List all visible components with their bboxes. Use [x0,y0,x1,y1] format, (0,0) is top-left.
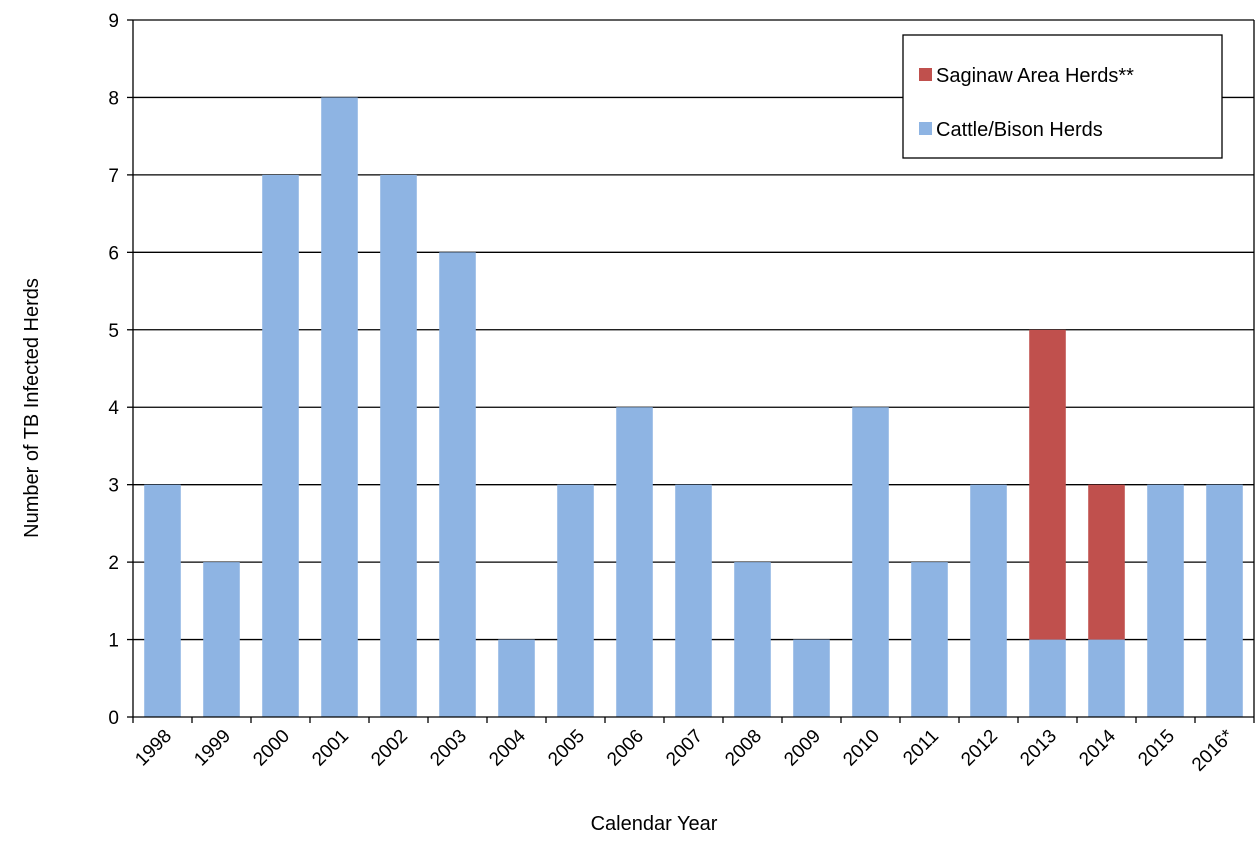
bar-cattle-bison-herds-2006 [616,407,653,717]
bar-cattle-bison-herds-2002 [380,174,417,717]
bar-cattle-bison-herds-2011 [911,562,948,717]
y-axis-title: Number of TB Infected Herds [21,278,43,538]
x-tick-label: 2012 [957,726,1002,771]
y-tick-label: 7 [108,166,119,187]
x-tick-label: 2010 [839,726,884,771]
y-tick-label: 0 [108,708,119,729]
bar-cattle-bison-herds-2009 [793,639,830,717]
x-tick-label: 2009 [780,726,825,771]
legend-box [902,34,1223,159]
bar-cattle-bison-herds-2013 [1029,639,1066,717]
bar-cattle-bison-herds-2015 [1147,484,1184,717]
x-tick-label: 2003 [426,726,471,771]
bar-cattle-bison-herds-2012 [970,484,1007,717]
axes [132,20,1255,718]
bar-cattle-bison-herds-1999 [203,562,240,717]
bar-cattle-bison-herds-1998 [144,484,181,717]
x-axis-ticks: 1998 1999 2000 2001 2002 2003 2004 2005 2006 2007… [131,717,1255,776]
y-tick-label: 2 [108,553,119,574]
bar-cattle-bison-herds-2007 [675,484,712,717]
x-tick-label: 2006 [603,726,648,771]
x-tick-label: 2008 [721,726,766,771]
x-tick-label: 2000 [249,726,294,771]
legend-swatch [919,68,932,81]
bar-cattle-bison-herds-2003 [439,252,476,718]
x-tick-label: 2005 [544,726,589,771]
bar-cattle-bison-herds-2014 [1088,639,1125,717]
y-tick-label: 4 [108,398,119,419]
bar-saginaw-area-herds-2014 [1088,484,1125,640]
bar-cattle-bison-herds-2008 [734,562,771,717]
y-tick-label: 6 [108,243,119,264]
bars [144,97,1243,718]
x-tick-label: 2007 [662,726,707,771]
bar-cattle-bison-herds-2016 [1206,484,1243,717]
x-tick-label: 2001 [308,726,353,771]
legend-label: Saginaw Area Herds** [936,65,1134,87]
x-tick-label: 2016* [1188,725,1238,775]
y-tick-label: 5 [108,321,119,342]
x-tick-label: 2013 [1016,726,1061,771]
bar-cattle-bison-herds-2005 [557,484,594,717]
x-tick-label: 2011 [899,726,943,770]
x-tick-label: 2004 [485,725,530,770]
legend: Saginaw Area Herds** Cattle/Bison Herds [902,34,1223,159]
x-tick-label: 2002 [367,726,412,771]
bar-cattle-bison-herds-2000 [262,174,299,717]
x-tick-label: 2014 [1075,725,1120,770]
gridlines [133,19,1254,641]
x-tick-label: 1999 [190,726,235,771]
y-axis-ticks: 0 1 2 3 4 5 6 7 8 9 [108,11,133,729]
bar-saginaw-area-herds-2013 [1029,329,1066,640]
y-tick-label: 9 [108,11,119,32]
y-tick-label: 1 [108,631,119,652]
x-tick-label: 1998 [131,726,176,771]
y-tick-label: 8 [108,88,119,109]
bar-cattle-bison-herds-2001 [321,97,358,717]
x-tick-label: 2015 [1134,726,1179,771]
x-axis-title: Calendar Year [591,813,718,835]
y-tick-label: 3 [108,476,119,497]
bar-cattle-bison-herds-2004 [498,639,535,717]
bar-cattle-bison-herds-2010 [852,407,889,717]
legend-swatch [919,122,932,135]
legend-label: Cattle/Bison Herds [936,119,1103,141]
